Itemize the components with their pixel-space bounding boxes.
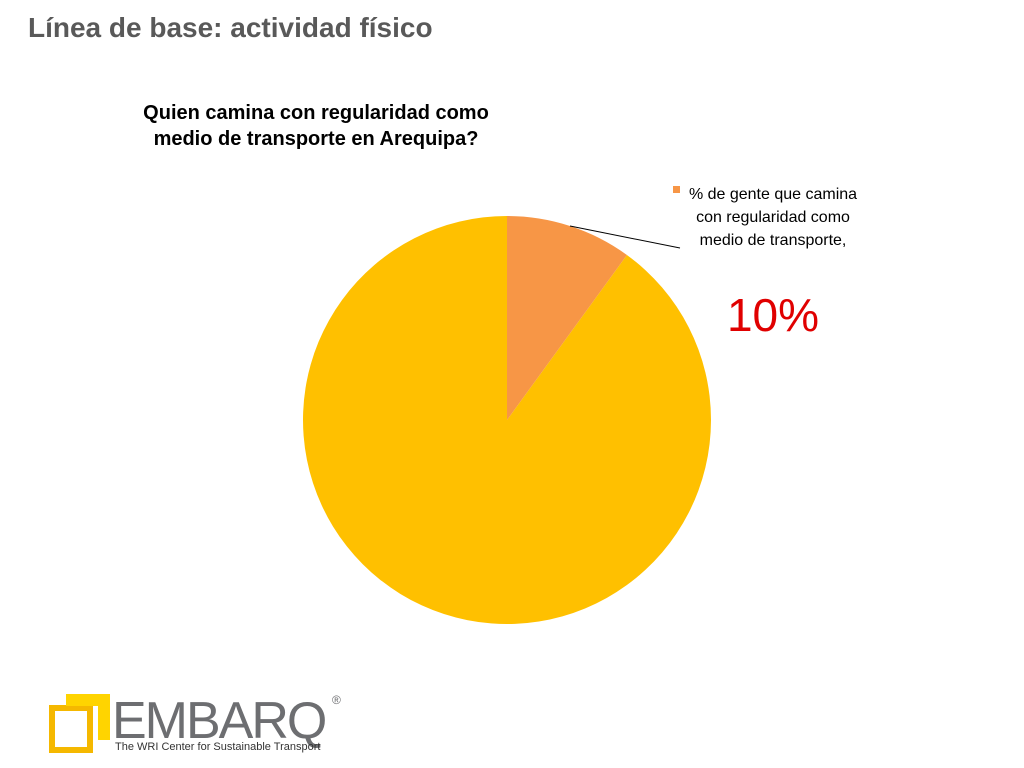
chart-title: Quien camina con regularidad como medio … bbox=[143, 102, 489, 150]
legend-marker bbox=[673, 186, 680, 193]
slice-label: % de gente que camina con regularidad co… bbox=[688, 186, 858, 249]
slide-title: Línea de base: actividad físico bbox=[28, 12, 433, 43]
logo-name: EMBARQ bbox=[112, 692, 325, 750]
logo-square bbox=[66, 694, 110, 740]
logo-mark: ® bbox=[332, 693, 341, 707]
logo-icon bbox=[49, 694, 110, 753]
logo-square bbox=[49, 705, 93, 753]
leader-line bbox=[569, 225, 681, 249]
logo-tagline: The WRI Center for Sustainable Transport bbox=[115, 741, 320, 753]
value-label: 10% bbox=[726, 289, 820, 341]
pie-slice bbox=[507, 216, 627, 420]
